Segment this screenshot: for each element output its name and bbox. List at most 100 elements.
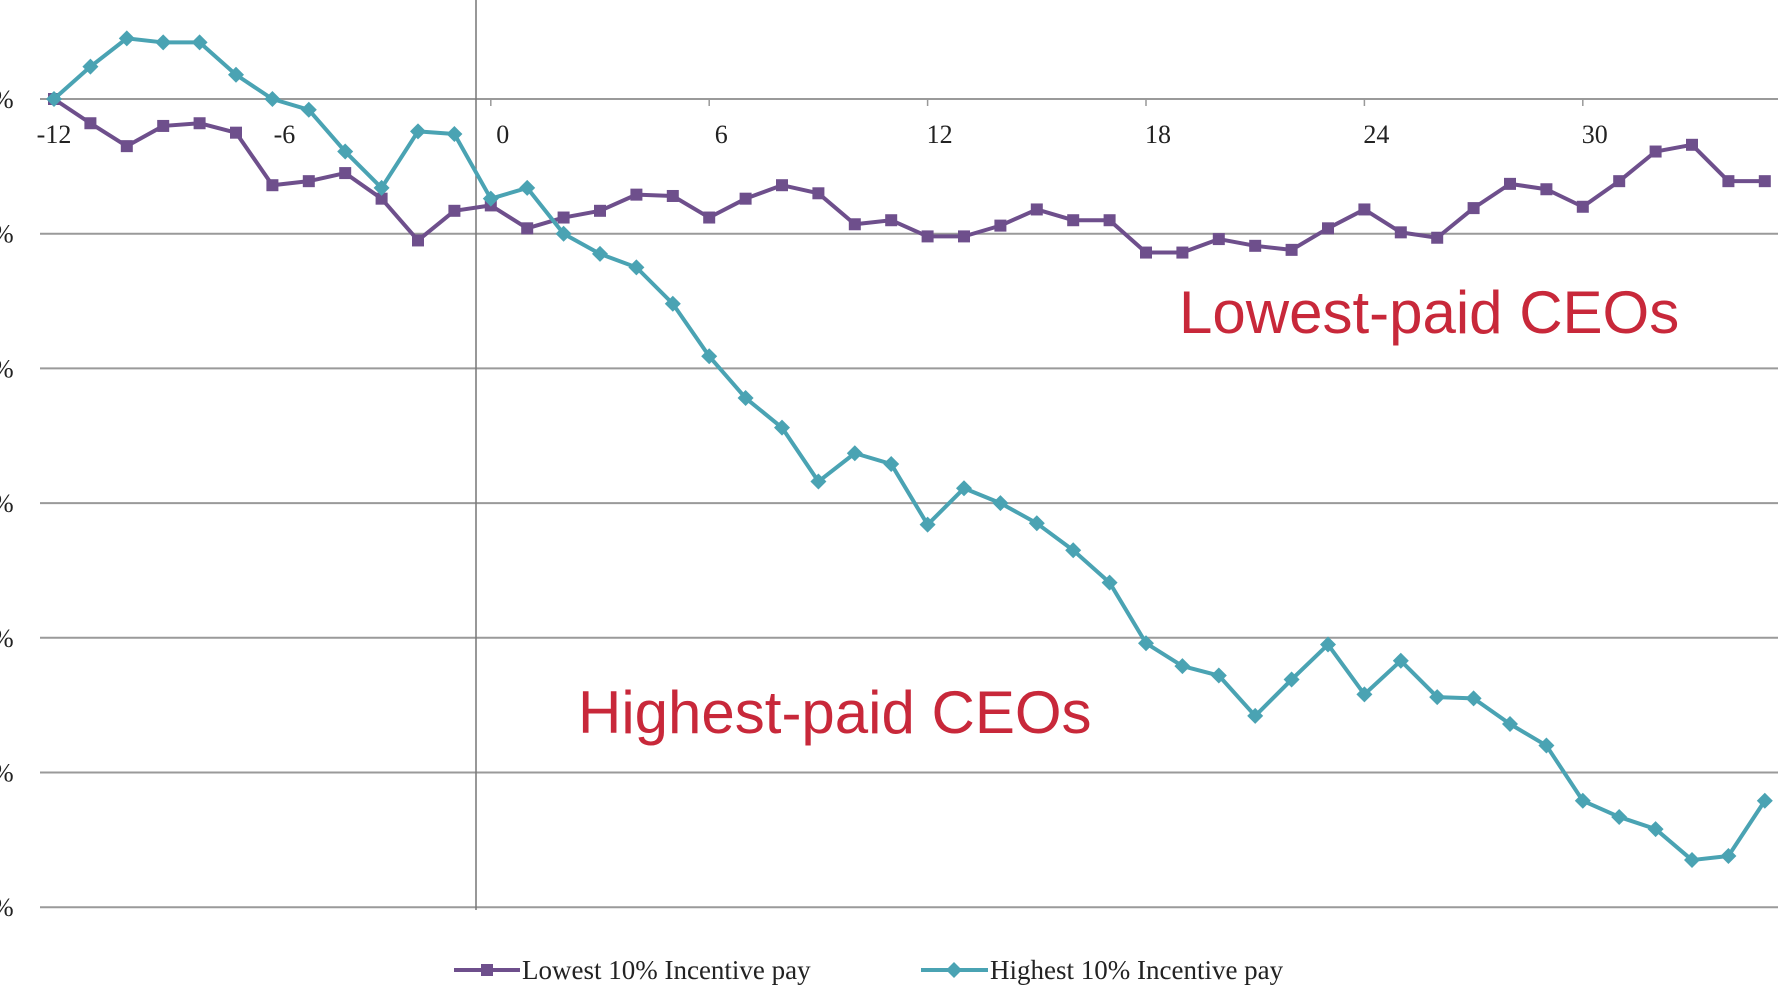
data-point-square xyxy=(1686,138,1698,151)
data-point-diamond xyxy=(1392,652,1409,669)
data-point-square xyxy=(120,140,133,153)
legend-label-highest: Highest 10% Incentive pay xyxy=(990,955,1284,985)
data-point-square xyxy=(157,119,170,132)
data-point-square xyxy=(557,211,570,224)
data-point-diamond xyxy=(1138,635,1154,652)
data-point-diamond xyxy=(300,101,317,118)
data-point-square xyxy=(1322,222,1334,235)
data-point-diamond xyxy=(191,34,208,51)
data-point-square xyxy=(1431,231,1444,244)
data-point-square xyxy=(302,175,315,188)
legend-label-lowest: Lowest 10% Incentive pay xyxy=(522,955,811,985)
data-point-square xyxy=(921,230,934,243)
series-line xyxy=(52,36,1767,863)
series-line xyxy=(52,97,1765,255)
y-tick-label: % xyxy=(0,85,14,114)
data-point-diamond xyxy=(1356,686,1373,703)
data-point-square xyxy=(739,192,752,205)
y-tick-label: % xyxy=(0,489,14,518)
data-point-diamond xyxy=(118,30,135,47)
data-point-diamond xyxy=(155,34,172,51)
data-point-square xyxy=(1140,246,1152,259)
data-point-square xyxy=(958,230,970,243)
data-point-diamond xyxy=(592,245,608,262)
series-group xyxy=(46,30,1773,869)
data-point-square xyxy=(703,211,716,224)
data-point-square xyxy=(193,117,206,130)
data-point-diamond xyxy=(1538,737,1555,754)
x-tick-label: 30 xyxy=(1582,120,1608,149)
y-tick-labels: %%%%%%% xyxy=(0,85,14,922)
data-point-diamond xyxy=(46,91,62,107)
legend-item-highest: Highest 10% Incentive pay xyxy=(921,955,1284,985)
x-tick-labels: -12 -6 0 6 12 18 24 30 xyxy=(37,99,1608,149)
data-point-diamond xyxy=(1756,792,1773,809)
data-point-diamond xyxy=(228,66,244,83)
data-point-diamond xyxy=(1429,689,1446,706)
data-point-diamond xyxy=(737,390,754,407)
data-point-square xyxy=(1540,183,1553,196)
data-point-diamond xyxy=(1502,716,1518,733)
legend-marker-highest xyxy=(946,962,962,978)
data-point-square xyxy=(1285,243,1298,256)
x-tick-label: 12 xyxy=(927,120,953,149)
data-point-square xyxy=(666,189,679,202)
data-point-diamond xyxy=(846,445,863,462)
annotation-highest-paid: Highest-paid CEOs xyxy=(578,679,1092,746)
data-point-square xyxy=(848,218,861,231)
data-point-square xyxy=(1467,202,1480,215)
data-point-square xyxy=(84,117,97,130)
data-point-square xyxy=(812,187,825,200)
data-point-square xyxy=(1504,177,1516,190)
data-point-diamond xyxy=(1611,808,1628,825)
legend-marker-lowest xyxy=(481,964,493,976)
x-tick-label: -12 xyxy=(37,120,72,149)
data-point-square xyxy=(412,234,424,247)
data-point-diamond xyxy=(628,259,645,276)
data-point-diamond xyxy=(664,295,681,312)
gridlines xyxy=(40,98,1778,909)
data-point-square xyxy=(1030,203,1043,216)
data-point-square xyxy=(266,179,279,192)
data-point-diamond xyxy=(919,516,936,533)
data-point-diamond xyxy=(1574,792,1591,809)
data-point-square xyxy=(1394,226,1407,239)
data-point-diamond xyxy=(992,495,1009,512)
data-point-diamond xyxy=(1684,852,1700,869)
data-point-diamond xyxy=(555,225,572,242)
x-tick-label: -6 xyxy=(274,120,296,149)
data-point-square xyxy=(230,126,242,139)
data-point-diamond xyxy=(264,91,281,107)
x-tick-label: 0 xyxy=(496,120,509,149)
data-point-square xyxy=(1067,214,1080,227)
data-point-square xyxy=(1576,200,1589,213)
data-point-square xyxy=(1758,175,1771,188)
data-point-square xyxy=(1358,203,1371,216)
data-point-square xyxy=(448,204,461,217)
data-point-diamond xyxy=(1101,574,1118,591)
data-point-square xyxy=(1249,239,1262,252)
data-point-diamond xyxy=(482,190,499,207)
x-tick-label: 18 xyxy=(1145,120,1171,149)
data-point-diamond xyxy=(1283,671,1300,688)
data-point-diamond xyxy=(446,126,463,143)
data-point-diamond xyxy=(956,480,972,497)
data-point-diamond xyxy=(1720,848,1737,865)
x-tick-label: 24 xyxy=(1363,120,1389,149)
data-point-square xyxy=(1722,175,1735,188)
data-point-diamond xyxy=(337,143,354,160)
data-point-square xyxy=(994,219,1007,232)
x-tick-label: 6 xyxy=(715,120,728,149)
data-point-diamond xyxy=(1465,690,1482,707)
data-point-square xyxy=(339,167,352,180)
data-point-square xyxy=(630,188,643,201)
data-point-diamond xyxy=(410,123,426,140)
data-point-square xyxy=(1613,175,1626,188)
data-point-diamond xyxy=(1065,542,1082,559)
data-point-square xyxy=(885,214,898,227)
data-point-diamond xyxy=(373,179,390,196)
data-point-diamond xyxy=(701,348,718,365)
data-point-diamond xyxy=(1247,707,1264,724)
data-point-square xyxy=(521,222,534,235)
